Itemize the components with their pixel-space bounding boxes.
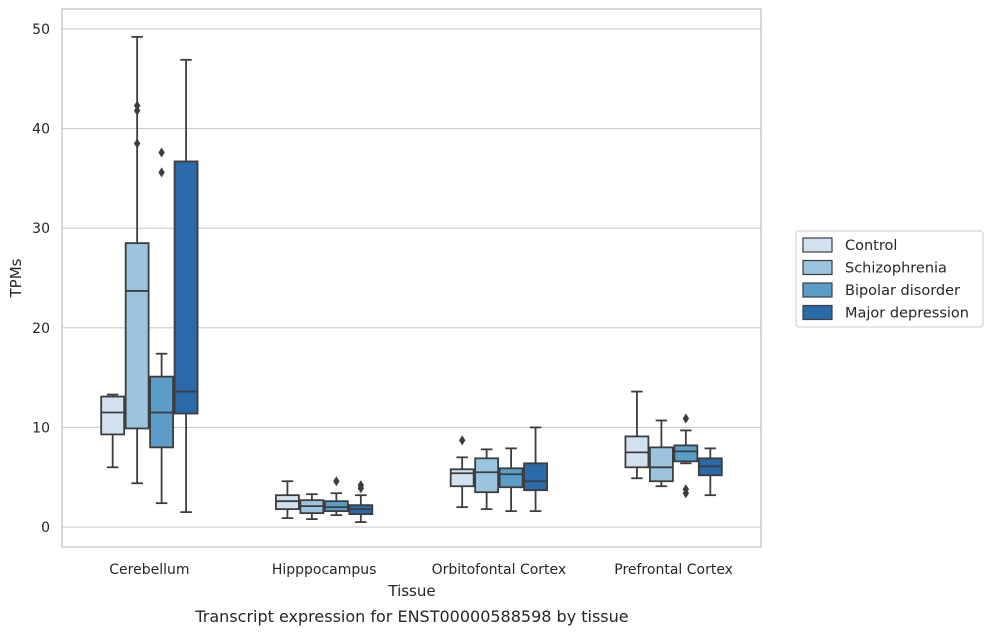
box-prefrontal-cortex-schizophrenia — [649, 419, 674, 488]
box-prefrontal-cortex-bipolar-disorder — [673, 413, 699, 499]
outlier-point — [357, 480, 365, 491]
iqr-box — [124, 242, 150, 430]
box-cerebellum-schizophrenia — [124, 35, 150, 485]
outlier-point — [333, 476, 340, 487]
series-schizophrenia — [124, 35, 674, 521]
y-tick-label: 20 — [32, 321, 50, 337]
x-tick-label-prefrontal-cortex: Prefrontal Cortex — [614, 562, 733, 578]
box-hipppocampus-control — [275, 480, 300, 520]
box-hipppocampus-schizophrenia — [299, 493, 325, 521]
box-cerebellum-bipolar-disorder — [149, 147, 174, 505]
legend-label: Bipolar disorder — [845, 283, 960, 299]
iqr-box — [474, 457, 500, 494]
legend-label: Control — [845, 238, 897, 254]
legend-item-schizophrenia: Schizophrenia — [802, 259, 947, 277]
y-axis-title: TPMs — [7, 258, 25, 298]
box-orbitofontal-cortex-control — [449, 435, 475, 509]
y-tick-label: 50 — [32, 22, 50, 38]
outlier-point — [158, 167, 165, 178]
iqr-box — [498, 467, 524, 489]
box-orbitofontal-cortex-bipolar-disorder — [498, 447, 524, 513]
legend-swatch — [802, 259, 833, 276]
legend-item-bipolar-disorder: Bipolar disorder — [802, 282, 960, 299]
outlier-point — [458, 435, 466, 446]
chart-caption: Transcript expression for ENST0000058859… — [194, 607, 628, 626]
legend-items: Control Schizophrenia Bipolar disorder Majo… — [802, 237, 969, 322]
y-tick-labels: 0 10 20 30 40 50 — [32, 22, 50, 536]
y-tick-label: 30 — [32, 221, 50, 237]
box-hipppocampus-major-depression — [348, 480, 374, 523]
box-hipppocampus-bipolar-disorder — [323, 476, 349, 517]
series-bipolar-disorder — [149, 147, 699, 517]
iqr-box — [323, 500, 349, 513]
x-tick-label-cerebellum: Cerebellum — [109, 562, 189, 578]
outlier-point — [158, 147, 165, 158]
legend-swatch — [802, 282, 833, 298]
series-control — [100, 390, 650, 520]
iqr-box — [523, 462, 548, 492]
legend-item-control: Control — [802, 237, 897, 254]
legend-frame — [795, 230, 984, 328]
box-prefrontal-cortex-major-depression — [697, 447, 723, 497]
y-tick-label: 0 — [41, 520, 50, 536]
outlier-point — [682, 484, 690, 495]
x-tick-label-orbitofontal-cortex: Orbitofontal Cortex — [432, 562, 567, 578]
legend-swatch — [802, 304, 833, 321]
outlier-point — [133, 100, 141, 111]
box-prefrontal-cortex-control — [624, 390, 650, 480]
outlier-point — [133, 138, 141, 149]
y-tick-label: 40 — [32, 122, 50, 138]
box-orbitofontal-cortex-major-depression — [523, 426, 548, 513]
iqr-box — [100, 395, 126, 436]
iqr-box — [649, 446, 674, 483]
iqr-box — [449, 468, 475, 488]
x-axis-title: Tissue — [387, 582, 435, 600]
y-tick-label: 10 — [32, 420, 50, 436]
box-orbitofontal-cortex-schizophrenia — [474, 448, 500, 511]
series-major-depression — [173, 58, 723, 523]
x-tick-labels: Cerebellum Hipppocampus Orbitofontal Corte… — [109, 562, 733, 578]
legend-label: Schizophrenia — [845, 261, 947, 277]
iqr-box — [275, 494, 300, 511]
box-groups — [100, 35, 723, 523]
legend-swatch — [802, 237, 833, 253]
iqr-box — [673, 444, 699, 463]
legend-label: Major depression — [845, 306, 969, 322]
iqr-box — [173, 160, 199, 415]
legend: Control Schizophrenia Bipolar disorder Majo… — [795, 230, 984, 328]
x-tick-label-hipppocampus: Hipppocampus — [272, 562, 377, 578]
outlier-point — [682, 413, 690, 424]
legend-item-major-depression: Major depression — [802, 304, 969, 322]
box-cerebellum-major-depression — [173, 58, 199, 514]
box-cerebellum-control — [100, 393, 126, 469]
